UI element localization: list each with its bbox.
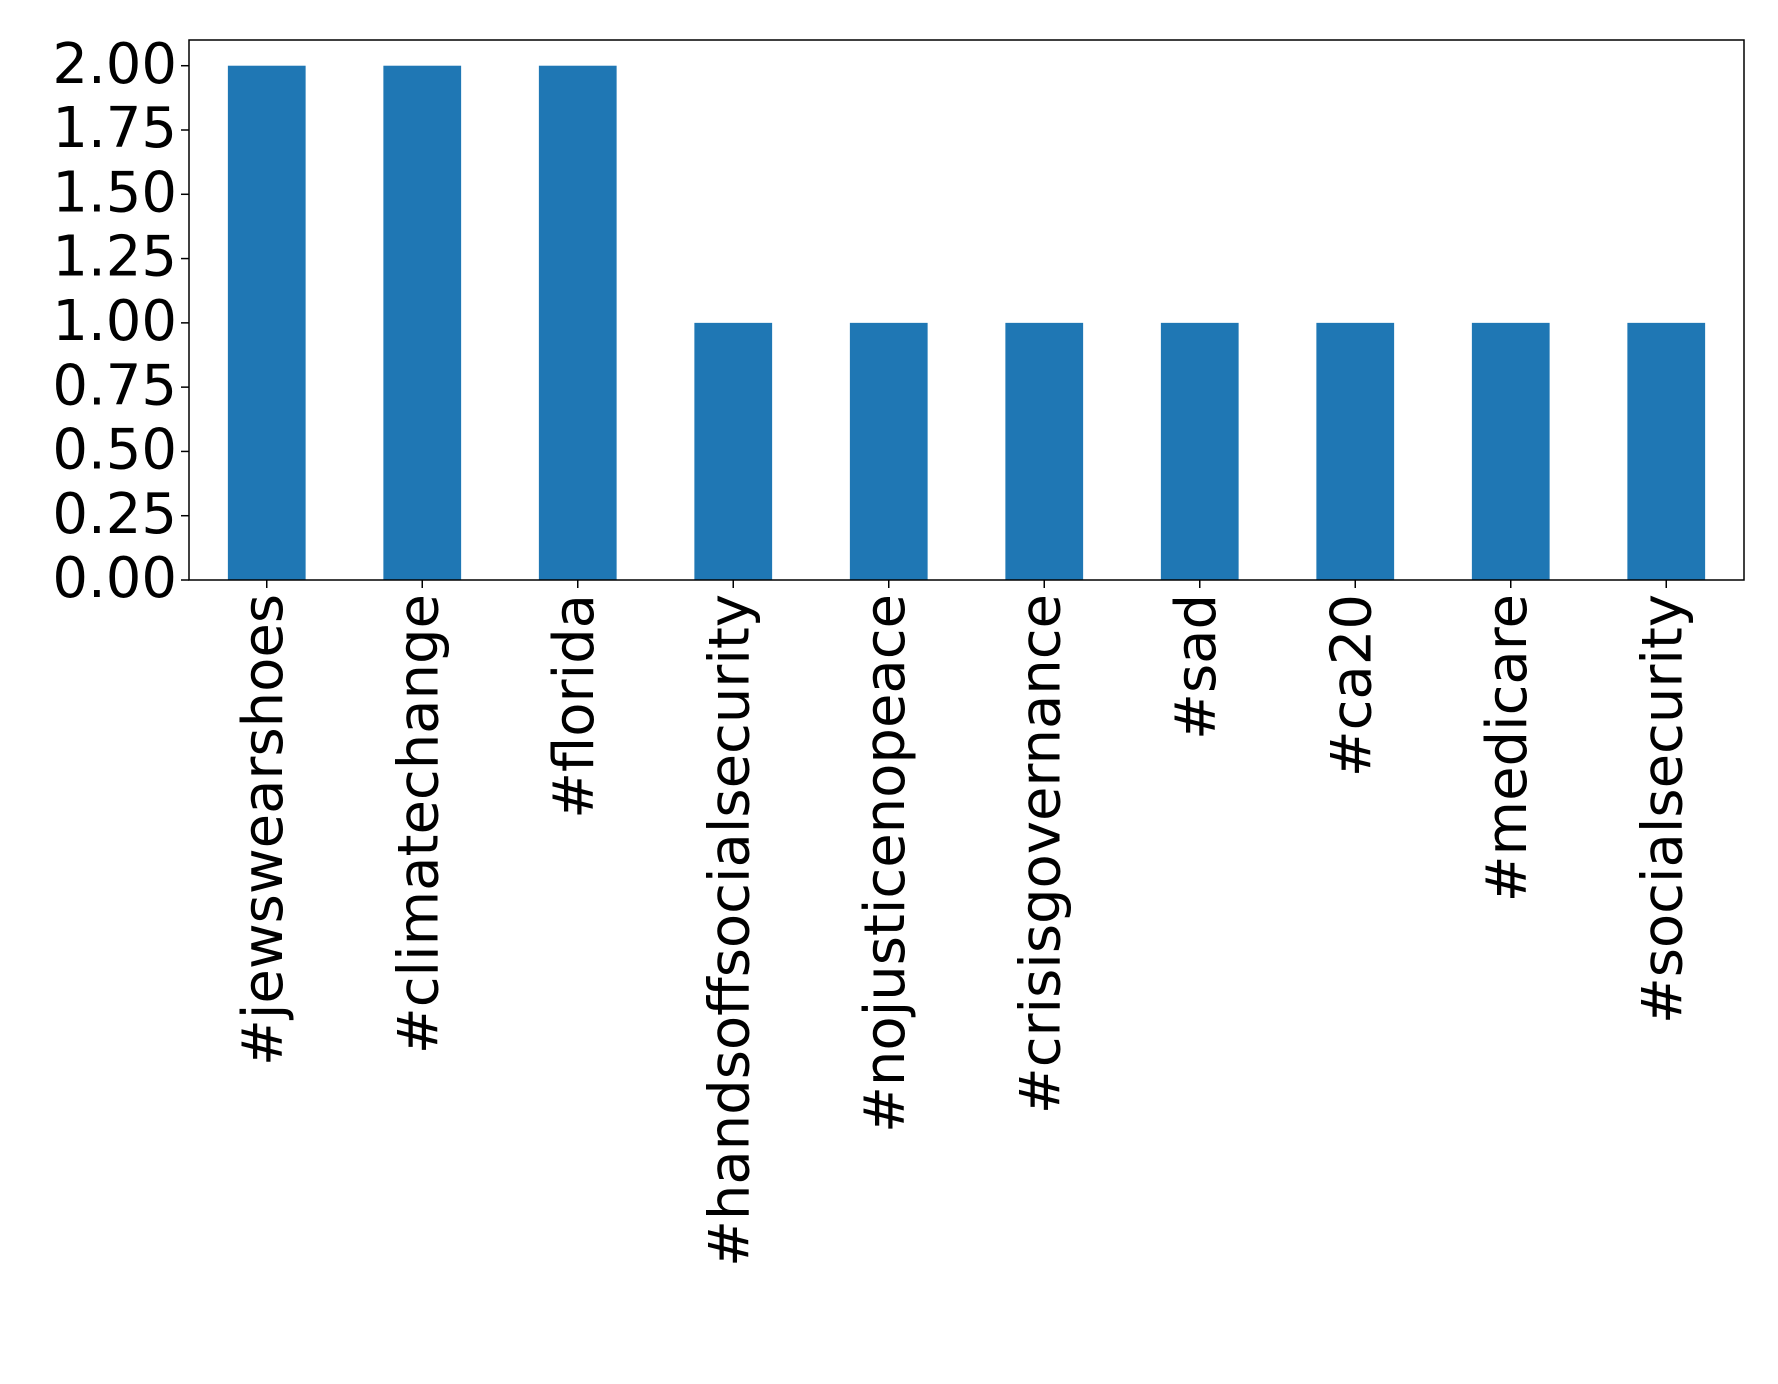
y-tick-label: 0.25 — [52, 482, 177, 547]
bar — [227, 65, 306, 580]
x-tick-label: #florida — [542, 594, 607, 819]
x-tick-label: #socialsecurity — [1630, 594, 1695, 1024]
x-tick-label: #jewswearshoes — [231, 594, 296, 1066]
x-tick-label: #climatechange — [386, 594, 451, 1054]
bar — [538, 65, 617, 580]
y-tick-label: 1.50 — [52, 160, 177, 225]
x-tick-label: #handsoffsocialsecurity — [697, 594, 762, 1267]
y-tick-label: 2.00 — [52, 32, 177, 97]
y-tick-label: 1.75 — [52, 96, 177, 161]
y-tick-label: 0.75 — [52, 353, 177, 418]
bar — [849, 322, 928, 580]
bar — [383, 65, 462, 580]
x-tick-label: #medicare — [1475, 594, 1540, 902]
y-tick-label: 0.00 — [52, 546, 177, 611]
bar — [694, 322, 773, 580]
y-tick-label: 0.50 — [52, 418, 177, 483]
y-tick-label: 1.25 — [52, 225, 177, 290]
bar — [1316, 322, 1395, 580]
x-tick-label: #ca20 — [1319, 594, 1384, 777]
bar — [1471, 322, 1550, 580]
bar — [1160, 322, 1239, 580]
bar — [1627, 322, 1706, 580]
y-tick-label: 1.00 — [52, 289, 177, 354]
x-tick-label: #crisisgovernance — [1008, 594, 1073, 1114]
plot-frame — [188, 39, 1745, 581]
x-tick-label: #nojusticenopeace — [853, 594, 918, 1133]
x-tick-label: #sad — [1164, 594, 1229, 740]
bar — [1005, 322, 1084, 580]
